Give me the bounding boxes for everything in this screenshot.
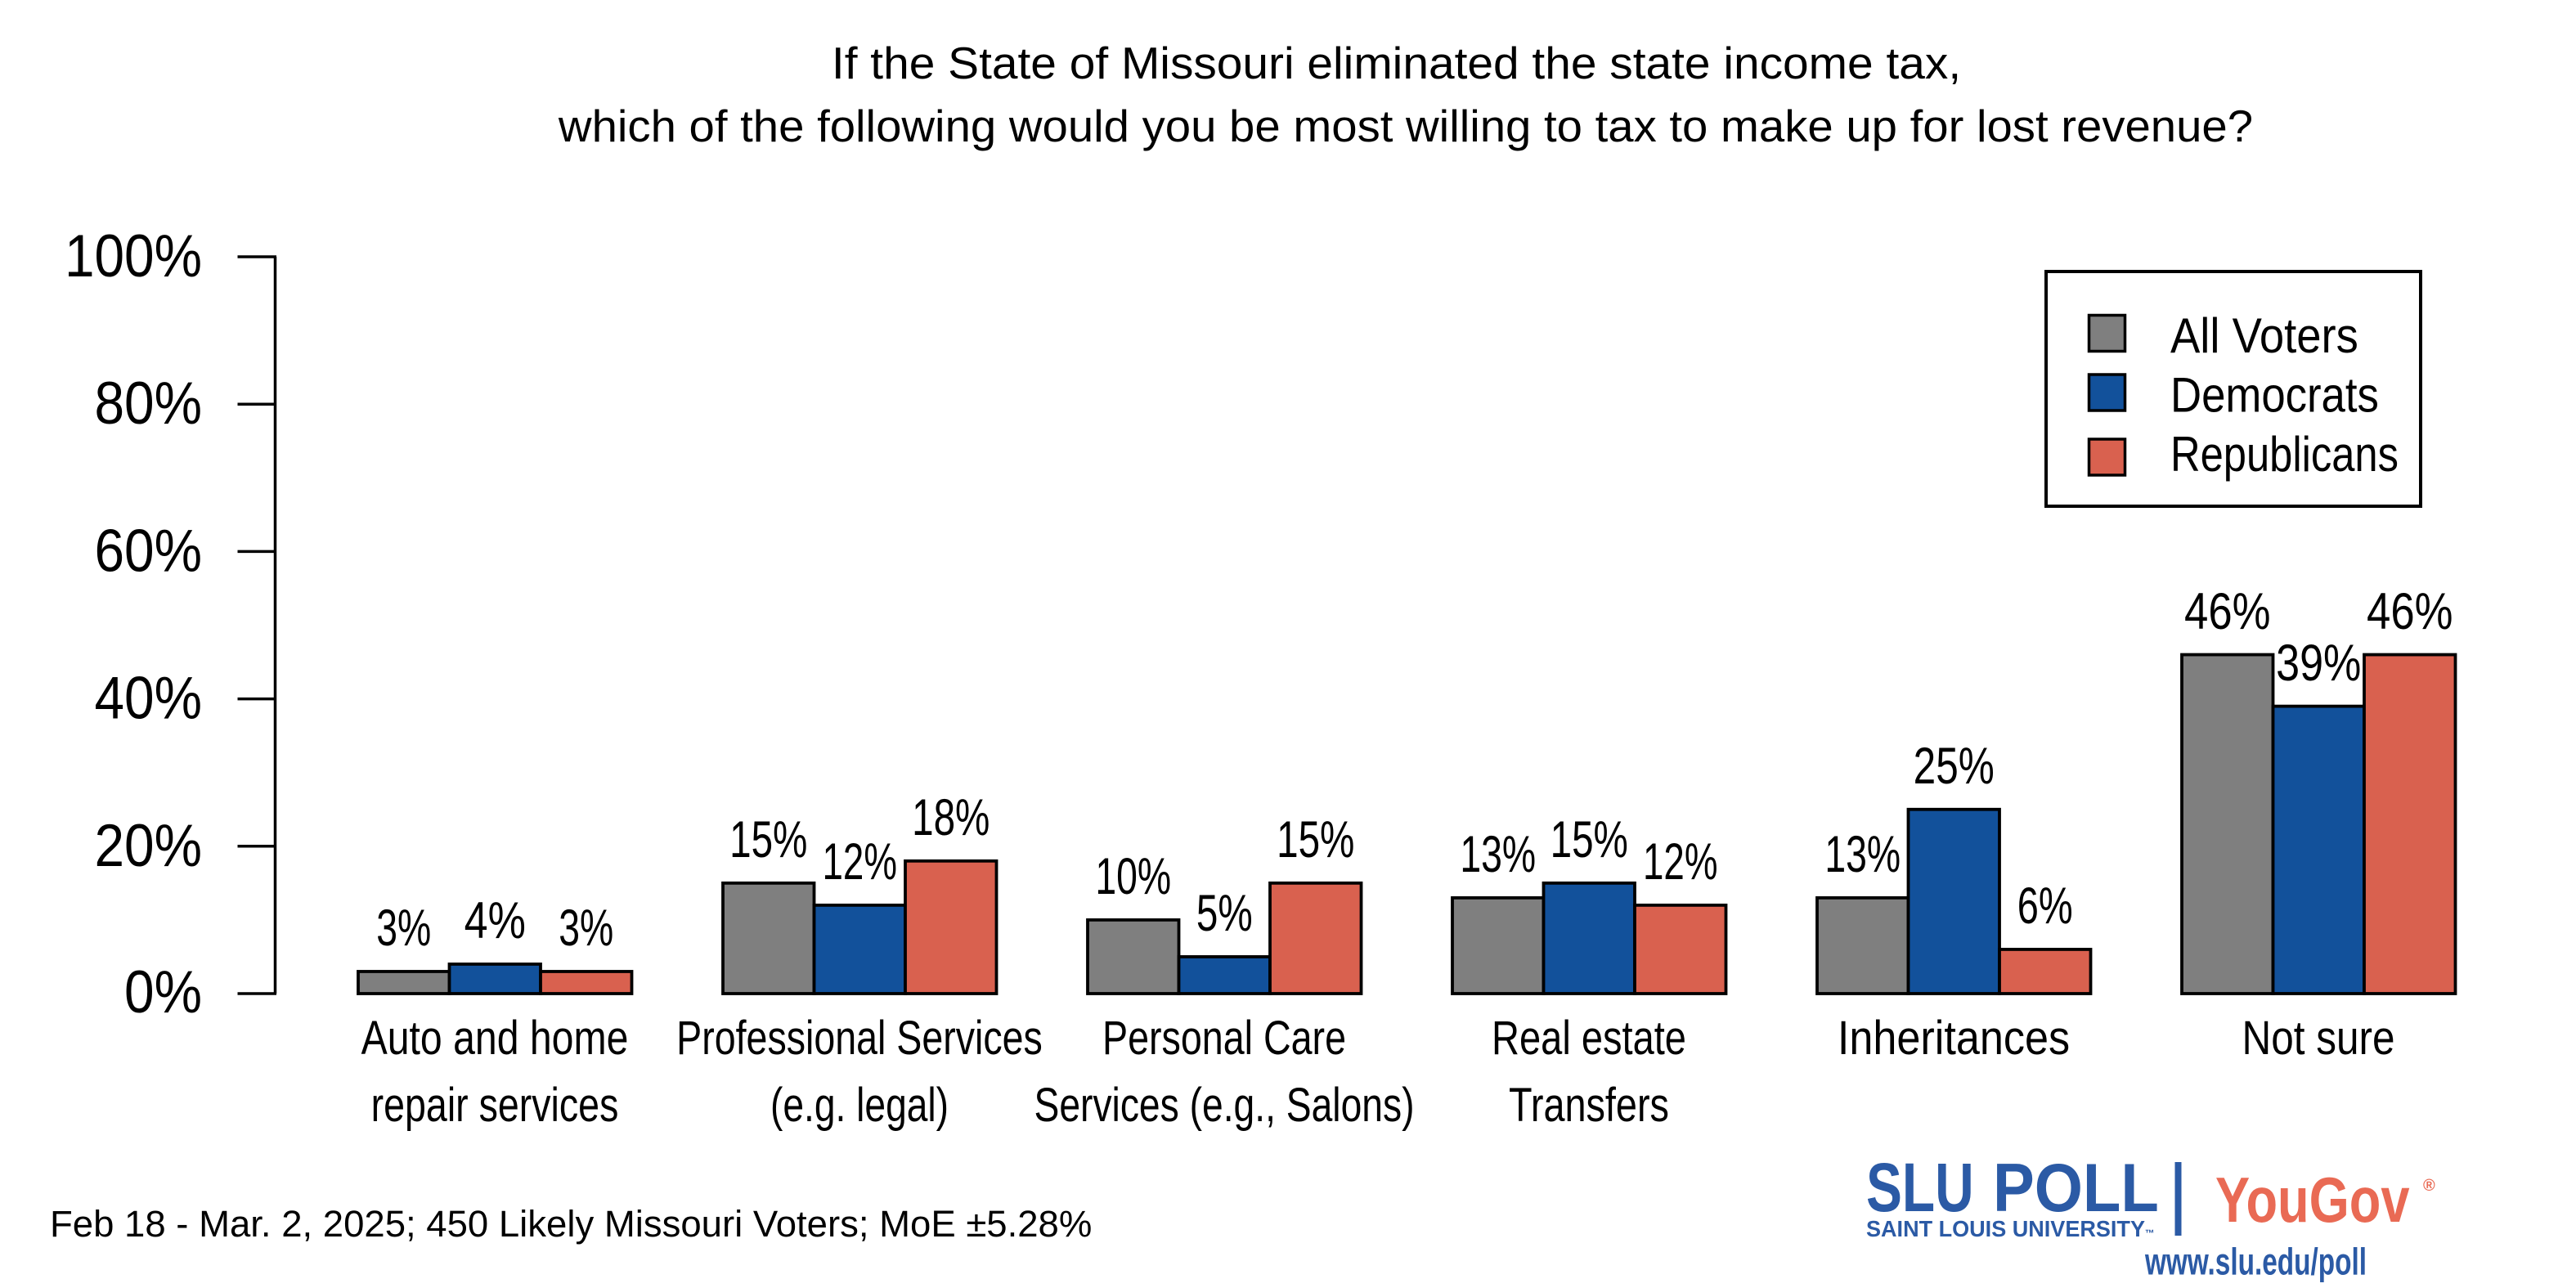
svg-text:13%: 13% bbox=[1460, 825, 1536, 883]
svg-text:60%: 60% bbox=[95, 517, 202, 584]
svg-text:20%: 20% bbox=[95, 812, 202, 879]
svg-text:Democrats: Democrats bbox=[2170, 367, 2379, 422]
svg-text:If the State of Missouri elimi: If the State of Missouri eliminated the … bbox=[832, 38, 1961, 88]
svg-text:POLL: POLL bbox=[1993, 1148, 2159, 1225]
svg-text:Personal Care: Personal Care bbox=[1102, 1012, 1346, 1065]
svg-text:www.slu.edu/poll: www.slu.edu/poll bbox=[2144, 1241, 2367, 1283]
svg-text:®: ® bbox=[2423, 1177, 2435, 1195]
svg-text:18%: 18% bbox=[912, 788, 990, 846]
svg-text:12%: 12% bbox=[823, 832, 897, 891]
svg-text:which of the following would y: which of the following would you be most… bbox=[558, 101, 2253, 151]
svg-text:Not sure: Not sure bbox=[2242, 1012, 2395, 1065]
svg-text:80%: 80% bbox=[95, 370, 202, 437]
svg-text:All Voters: All Voters bbox=[2170, 309, 2358, 364]
svg-text:15%: 15% bbox=[1551, 810, 1628, 868]
svg-text:Professional Services: Professional Services bbox=[676, 1012, 1043, 1065]
svg-text:(e.g. legal): (e.g. legal) bbox=[770, 1079, 949, 1132]
svg-text:Transfers: Transfers bbox=[1509, 1079, 1669, 1132]
svg-text:3%: 3% bbox=[376, 899, 431, 957]
svg-text:5%: 5% bbox=[1196, 883, 1253, 941]
svg-text:39%: 39% bbox=[2276, 634, 2361, 692]
svg-text:15%: 15% bbox=[729, 810, 807, 868]
svg-text:Republicans: Republicans bbox=[2170, 427, 2399, 482]
svg-text:46%: 46% bbox=[2367, 582, 2453, 640]
svg-text:Services (e.g., Salons): Services (e.g., Salons) bbox=[1034, 1079, 1415, 1132]
svg-text:10%: 10% bbox=[1095, 847, 1171, 905]
svg-text:Auto and home: Auto and home bbox=[361, 1012, 629, 1065]
svg-text:Inheritances: Inheritances bbox=[1838, 1011, 2070, 1064]
svg-text:40%: 40% bbox=[95, 664, 202, 731]
svg-text:6%: 6% bbox=[2017, 876, 2073, 935]
svg-text:repair services: repair services bbox=[371, 1079, 619, 1132]
svg-text:100%: 100% bbox=[65, 222, 202, 289]
svg-text:0%: 0% bbox=[124, 958, 202, 1025]
svg-text:Real estate: Real estate bbox=[1492, 1012, 1686, 1065]
svg-text:13%: 13% bbox=[1824, 825, 1901, 883]
svg-text:15%: 15% bbox=[1277, 810, 1354, 868]
svg-text:12%: 12% bbox=[1643, 832, 1717, 891]
svg-text:4%: 4% bbox=[464, 891, 526, 949]
svg-text:SAINT LOUIS UNIVERSITY™: SAINT LOUIS UNIVERSITY™ bbox=[1866, 1216, 2155, 1242]
svg-text:3%: 3% bbox=[559, 899, 613, 957]
svg-text:46%: 46% bbox=[2184, 582, 2270, 640]
svg-text:YouGov: YouGov bbox=[2215, 1165, 2410, 1236]
svg-text:Feb 18 - Mar. 2, 2025; 450 Lik: Feb 18 - Mar. 2, 2025; 450 Likely Missou… bbox=[50, 1203, 1092, 1245]
svg-text:25%: 25% bbox=[1914, 737, 1995, 795]
svg-text:SLU: SLU bbox=[1866, 1149, 1974, 1225]
